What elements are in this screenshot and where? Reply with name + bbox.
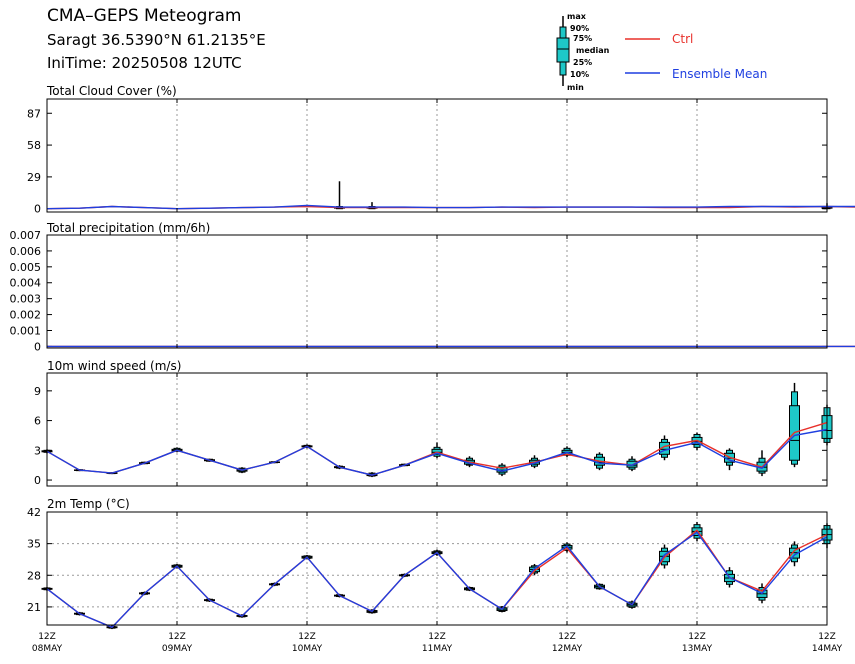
- y-tick-label: 9: [34, 385, 41, 398]
- y-tick-label: 0.003: [10, 293, 42, 306]
- panel-title: Total precipitation (mm/6h): [46, 221, 210, 235]
- y-tick-label: 0.004: [10, 277, 42, 290]
- panel-title: Total Cloud Cover (%): [46, 84, 177, 98]
- panel-title: 10m wind speed (m/s): [47, 359, 181, 373]
- ensemble-mean-line: [46, 204, 855, 210]
- x-tick-label-hour: 12Z: [168, 632, 186, 642]
- y-tick-label: 0: [34, 474, 41, 487]
- x-tick-label-hour: 12Z: [818, 632, 836, 642]
- x-tick-label-hour: 12Z: [558, 632, 576, 642]
- x-tick-label-date: 14MAY: [812, 644, 843, 654]
- y-tick-label: 3: [34, 444, 41, 457]
- legend-box-label: max: [567, 12, 587, 21]
- x-tick-label-date: 13MAY: [682, 644, 713, 654]
- legend-box-label: 25%: [573, 58, 592, 67]
- legend-box-label: 90%: [570, 24, 589, 33]
- station-label: Saragt 36.5390°N 61.2135°E: [47, 31, 266, 49]
- y-tick-label: 87: [27, 107, 41, 120]
- x-tick-label-date: 11MAY: [422, 644, 453, 654]
- legend-box-inner: [556, 37, 570, 63]
- ctrl-series-line: [47, 345, 855, 348]
- init-time-label: IniTime: 20250508 12UTC: [47, 54, 242, 72]
- chart-title: CMA–GEPS Meteogram: [47, 6, 242, 26]
- legend-box-label: 10%: [570, 70, 589, 79]
- legend-box-label: 75%: [573, 34, 592, 43]
- x-tick-label-hour: 12Z: [428, 632, 446, 642]
- y-tick-label: 0: [34, 340, 41, 353]
- panel-title: 2m Temp (°C): [47, 497, 130, 511]
- legend-box-label: median: [576, 46, 610, 55]
- y-tick-label: 0.005: [10, 261, 42, 274]
- y-tick-label: 0: [34, 203, 41, 216]
- x-tick-label-date: 10MAY: [292, 644, 323, 654]
- y-tick-label: 0.007: [10, 229, 42, 242]
- x-tick-label-date: 09MAY: [162, 644, 193, 654]
- y-tick-label: 0.001: [10, 324, 42, 337]
- x-tick-label-hour: 12Z: [38, 632, 56, 642]
- ensemble-mean-line: [46, 531, 828, 629]
- x-tick-label-date: 12MAY: [552, 644, 583, 654]
- y-tick-label: 0.006: [10, 245, 42, 258]
- y-tick-label: 58: [27, 139, 41, 152]
- ensemble-mean-line: [47, 345, 855, 348]
- legend-box-label: min: [567, 83, 584, 92]
- legend-ctrl-label: Ctrl: [672, 32, 693, 46]
- y-tick-label: 28: [27, 569, 41, 582]
- y-tick-label: 29: [27, 171, 41, 184]
- legend-box-glyph: [556, 16, 570, 86]
- box-p25-p75: [659, 441, 670, 455]
- ensemble-mean-line: [46, 428, 828, 476]
- y-tick-label: 6: [34, 415, 41, 428]
- legend-mean-label: Ensemble Mean: [672, 67, 767, 81]
- x-tick-label-hour: 12Z: [688, 632, 706, 642]
- y-tick-label: 21: [27, 601, 41, 614]
- x-tick-label-hour: 12Z: [298, 632, 316, 642]
- y-tick-label: 42: [27, 506, 41, 519]
- y-tick-label: 35: [27, 538, 41, 551]
- y-tick-label: 0.002: [10, 309, 42, 322]
- x-tick-label-date: 08MAY: [32, 644, 63, 654]
